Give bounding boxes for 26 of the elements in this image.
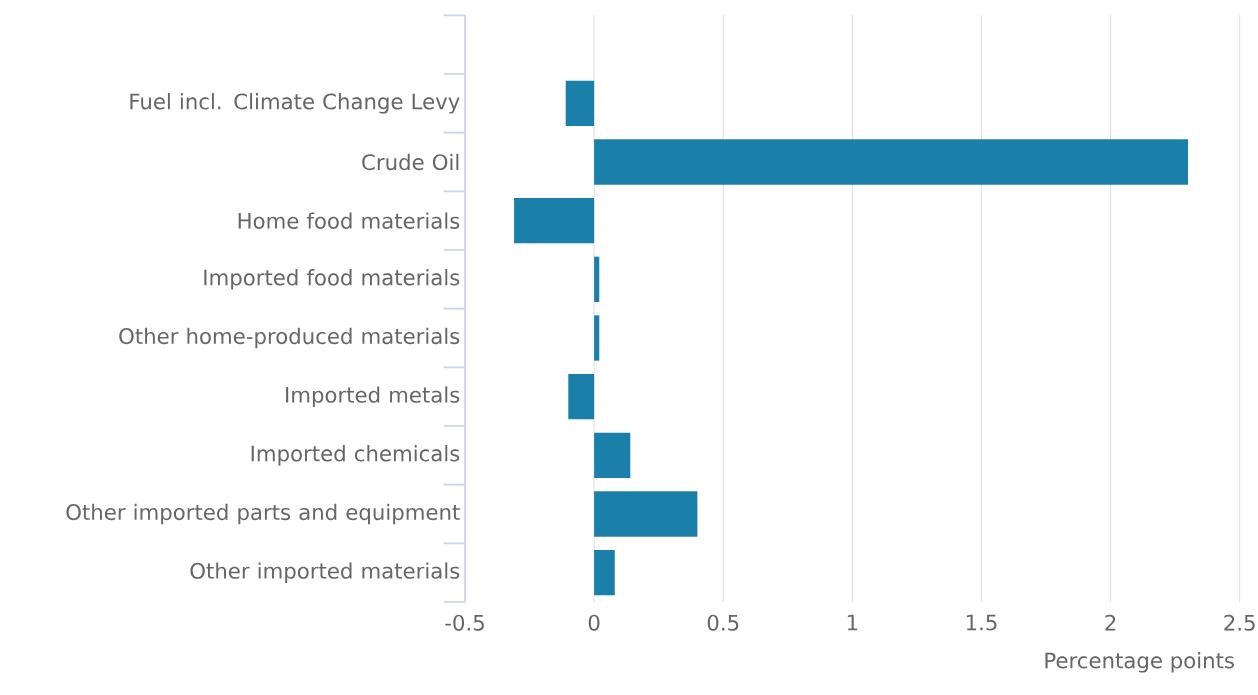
bar [594,139,1189,185]
bar [594,256,600,303]
x-tick-label: 2.5 [1224,614,1255,631]
bar [594,491,698,537]
x-tick-label: -0.5 [445,614,484,631]
y-tick-label: Home food materials [238,212,460,229]
x-tick-label: 0 [588,614,600,631]
y-tick-label: Imported food materials [204,269,460,290]
x-axis-title: Percentage points [1045,652,1234,673]
bar [565,80,595,126]
bar [594,432,631,479]
bar [594,550,615,596]
bar [514,198,595,244]
y-tick-label: Imported chemicals [251,445,460,466]
x-tick-label: 1 [847,614,858,631]
x-tick-label: 1.5 [966,614,997,631]
bar [594,315,600,361]
y-tick-label: Other imported parts and equipment [66,503,460,525]
y-tick-label: Crude Oil [362,153,459,171]
y-tick-label: Other imported materials [190,562,460,583]
y-tick-label: Other home-produced materials [119,327,460,349]
y-tick-label: Fuel incl. Climate Change Levy [130,93,460,114]
bar [568,374,595,420]
y-tick-label: Imported metals [286,386,460,407]
x-tick-label: 0.5 [707,614,739,631]
x-tick-label: 2 [1105,614,1116,631]
